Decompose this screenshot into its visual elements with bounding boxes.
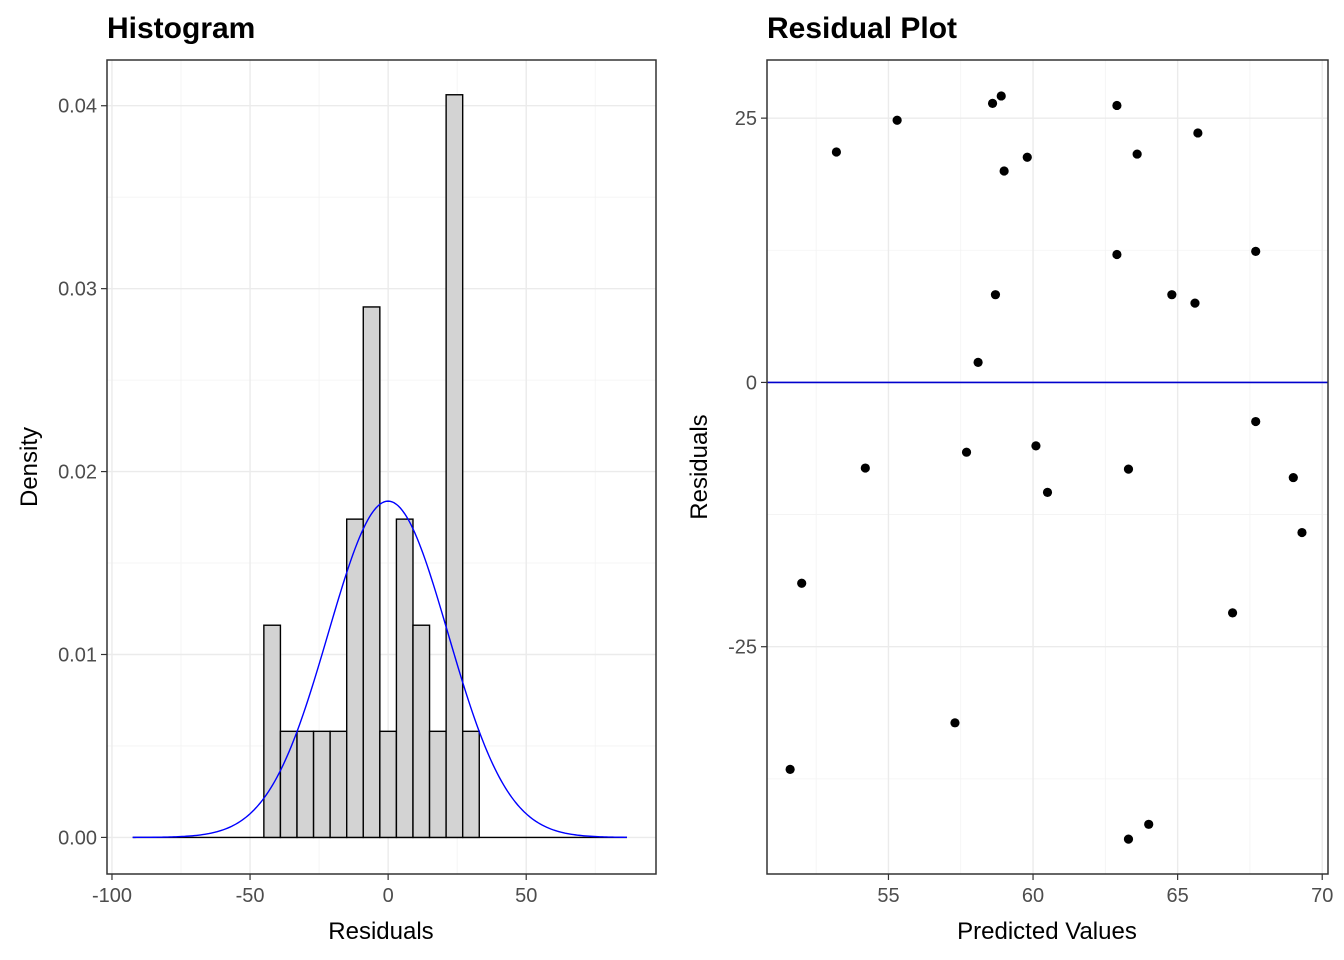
histogram-x-tick-label: -100 [92,885,132,907]
residual-y-axis-label: Residuals [686,414,713,519]
residual-point [1251,416,1261,427]
histogram-bar [279,730,298,839]
residual-point [987,98,998,108]
residual-point [831,147,842,157]
residual-x-tick-label: 65 [1167,885,1189,907]
residual-point [1042,487,1053,497]
residual-point [950,718,960,728]
histogram-bar [461,730,480,839]
residual-gridlines [767,60,1328,874]
residual-point [1031,441,1041,451]
residual-point [797,578,807,588]
histogram-y-axis: 0.00 0.01 0.02 0.03 0.04 [58,96,107,849]
residual-point [1112,249,1122,260]
histogram-bar [379,730,398,839]
histogram-panel-border [106,59,657,875]
histogram-bar [329,730,348,839]
histogram-chart: Histogram -100 -50 0 50 0.000.010.020.030.0… [16,12,657,945]
residual-point [892,115,902,125]
histogram-density-curve-group [132,500,628,839]
residual-point [1288,472,1298,483]
residual-y-tick-label: -25 [728,637,757,659]
histogram-y-tick-label: 0.03 [58,279,97,301]
histogram-y-tick-label: 0.02 [58,462,97,484]
histogram-bar [296,730,315,839]
residual-point [1251,246,1261,256]
histogram-density-curve [132,500,628,839]
histogram-bar [445,94,464,839]
histogram-bar [312,730,331,839]
residual-point [1167,290,1177,300]
histogram-title: Histogram [107,12,255,45]
residual-points [785,91,1307,844]
residual-point [973,357,983,367]
residual-x-axis-label: Predicted Values [957,918,1137,945]
residual-y-tick-label: 0 [746,372,757,394]
residual-x-tick-label: 70 [1311,885,1333,907]
histogram-x-tick-label: -50 [236,885,265,907]
residual-x-tick-label: 55 [877,885,899,907]
residual-x-axis: 55 60 65 70 [877,874,1333,907]
residual-point [1297,527,1307,538]
histogram-y-tick-label: 0.04 [58,96,97,118]
residual-point [1144,819,1154,829]
residual-y-tick-label: 25 [735,108,757,130]
residual-point [1227,608,1238,618]
histogram-bar [263,624,282,839]
histogram-bars [132,94,628,839]
residual-point [999,166,1009,176]
histogram-bar [428,730,447,839]
histogram-y-axis-label: Density [16,427,43,507]
residual-point [990,290,1001,300]
residual-point [1112,100,1122,111]
residual-point [860,463,870,473]
residual-y-axis: -25 0 25 [728,108,767,659]
histogram-bar [395,518,414,839]
histogram-y-tick-label: 0.00 [58,827,97,849]
residual-point [1123,834,1134,844]
histogram-bar [362,306,381,839]
residual-point [1123,464,1134,474]
histogram-x-tick-label: 50 [515,885,537,907]
histogram-x-tick-label: 0 [383,885,394,907]
histogram-bar [412,624,431,839]
residual-point [785,764,795,774]
residual-point [1132,149,1142,159]
histogram-y-tick-label: 0.01 [58,644,97,666]
residual-plot-chart: Residual Plot 55 60 65 70 -25 0 25 Predicted … [686,12,1333,945]
residual-point [1193,128,1203,138]
residual-point [1190,298,1200,308]
histogram-x-axis: -100 -50 0 50 [92,874,537,907]
histogram-x-axis-label: Residuals [328,918,433,945]
residual-plot-title: Residual Plot [767,12,957,45]
residual-point [961,447,972,457]
residual-point [996,91,1006,101]
residual-point [1022,152,1032,162]
residual-panel-border [766,59,1329,875]
residual-x-tick-label: 60 [1022,885,1044,907]
